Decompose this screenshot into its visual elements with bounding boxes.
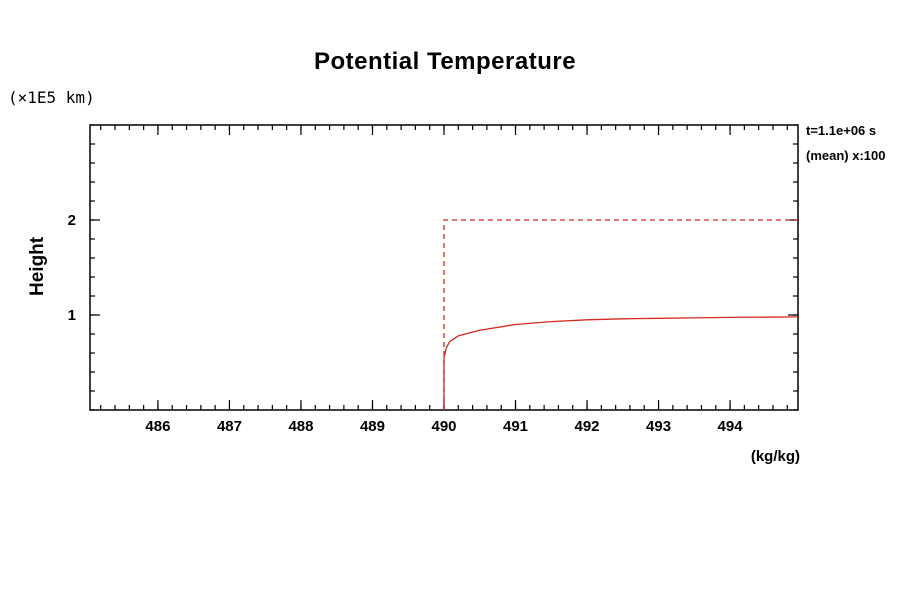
y-tick-label: 2	[68, 212, 76, 229]
chart-title: Potential Temperature	[313, 48, 577, 75]
x-axis-unit-label: (kg/kg)	[750, 448, 800, 465]
y-axis-unit-label: (×1E5 km)	[8, 88, 95, 107]
annotation-time: t=1.1e+06 s	[806, 123, 877, 138]
x-tick-label: 491	[503, 418, 528, 435]
y-tick-label: 1	[68, 307, 76, 324]
x-tick-label: 487	[217, 418, 242, 435]
series-mean-profile-solid	[443, 316, 799, 410]
x-tick-label: 492	[575, 418, 600, 435]
annotation-mean: (mean) x:100	[806, 148, 886, 163]
x-tick-label: 493	[646, 418, 671, 435]
x-tick-label: 486	[145, 418, 170, 435]
x-tick-label: 488	[288, 418, 313, 435]
x-tick-label: 490	[431, 418, 456, 435]
x-tick-label: 489	[360, 418, 385, 435]
x-tick-label: 494	[718, 418, 744, 435]
series-reference-profile-dashed	[443, 219, 798, 410]
